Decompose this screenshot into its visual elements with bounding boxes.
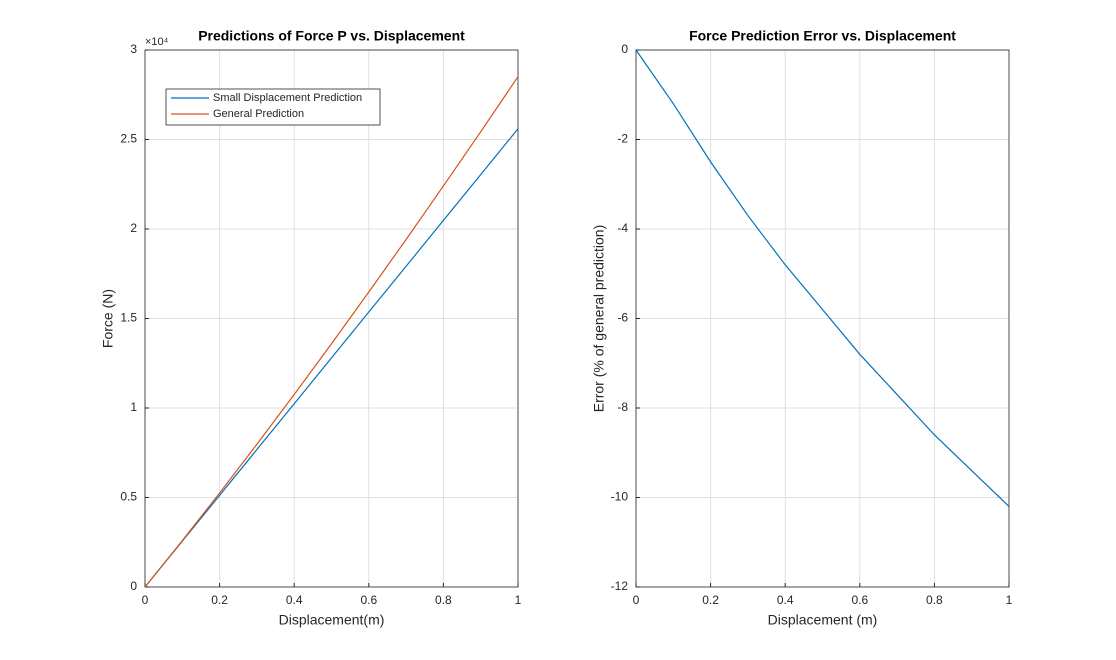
y-tick-label: -12 [611, 579, 629, 593]
x-tick-label: 0.2 [702, 593, 719, 607]
y-tick-label: 3 [130, 42, 137, 56]
legend-box [165, 88, 381, 126]
chart-title: Force Prediction Error vs. Displacement [689, 28, 956, 44]
y-tick-label: -6 [617, 311, 628, 325]
y-tick-label: 0 [621, 42, 628, 56]
axes-box [635, 49, 1010, 588]
y-tick-label: 2 [130, 221, 137, 235]
y-tick-label: 1.5 [120, 311, 137, 325]
axes-box [144, 49, 519, 588]
x-tick-label: 0 [142, 593, 149, 607]
legend-label: Small Displacement Prediction [213, 92, 362, 104]
y-tick-label: 1 [130, 400, 137, 414]
chart-title: Predictions of Force P vs. Displacement [198, 28, 465, 44]
y-tick-label: 2.5 [120, 132, 137, 146]
x-tick-label: 0 [633, 593, 640, 607]
x-axis-label: Displacement(m) [279, 612, 385, 628]
x-tick-label: 0.4 [777, 593, 794, 607]
y-tick-label: -10 [611, 490, 629, 504]
x-tick-label: 0.8 [435, 593, 452, 607]
y-exponent: ×10⁴ [145, 36, 169, 48]
y-tick-label: -4 [617, 221, 628, 235]
x-tick-label: 0.2 [211, 593, 228, 607]
y-tick-label: 0 [130, 579, 137, 593]
y-tick-label: 0.5 [120, 490, 137, 504]
y-tick-label: -8 [617, 400, 628, 414]
x-tick-label: 1 [1006, 593, 1013, 607]
y-tick-label: -2 [617, 132, 628, 146]
x-tick-label: 0.6 [360, 593, 377, 607]
series-line [144, 76, 519, 588]
x-tick-label: 1 [515, 593, 522, 607]
x-tick-label: 0.4 [286, 593, 303, 607]
x-axis-label: Displacement (m) [768, 612, 878, 628]
x-tick-label: 0.6 [851, 593, 868, 607]
y-axis-label: Force (N) [100, 289, 116, 348]
series-line [635, 49, 1010, 507]
y-axis-label: Error (% of general prediction) [591, 225, 607, 413]
series-line [144, 128, 519, 588]
legend-label: General Prediction [213, 108, 304, 120]
x-tick-label: 0.8 [926, 593, 943, 607]
